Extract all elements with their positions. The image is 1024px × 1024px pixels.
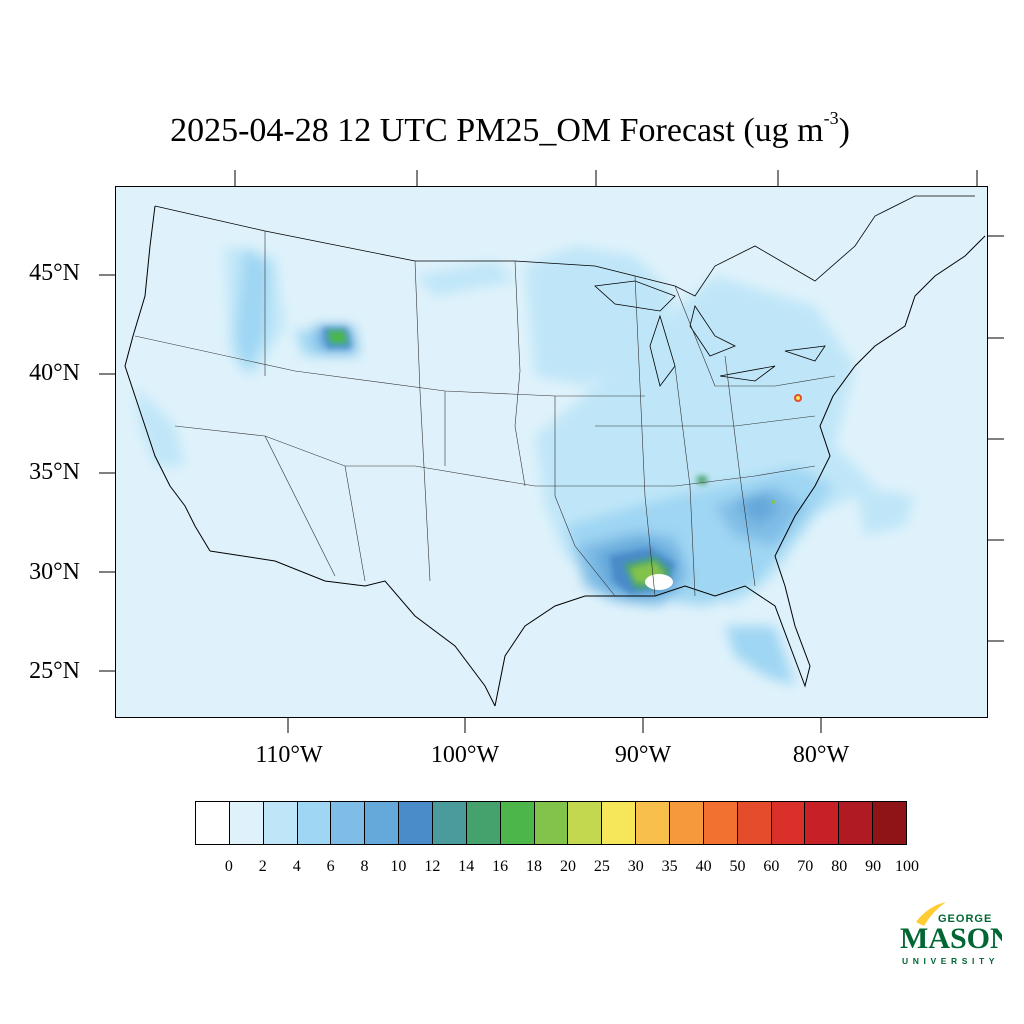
colorbar-swatch (805, 802, 840, 844)
gmu-logo: GEORGE MASON UNIVERSITY (898, 900, 1012, 968)
colorbar-swatch (229, 802, 264, 844)
colorbar-swatch (399, 802, 434, 844)
lon-label-80w: 80°W (792, 742, 850, 768)
colorbar-swatch (670, 802, 704, 844)
map-title: 2025-04-28 12 UTC PM25_OM Forecast (ug m… (0, 108, 1024, 150)
lon-label-90w: 90°W (614, 742, 672, 768)
colorbar-swatch (534, 802, 569, 844)
colorbar-label: 8 (360, 858, 369, 875)
colorbar-swatch (433, 802, 467, 844)
title-close: ) (838, 112, 850, 149)
colorbar-swatch (263, 802, 298, 844)
lat-label-40: 40°N (29, 360, 80, 386)
forecast-map (115, 186, 988, 718)
title-text: 2025-04-28 12 UTC PM25_OM Forecast (ug m (170, 112, 824, 149)
colorbar-label: 50 (729, 858, 746, 875)
colorbar-label: 60 (763, 858, 780, 875)
hotspot-marker-core (796, 396, 800, 400)
colorbar-label: 0 (224, 858, 233, 875)
colorbar-label: 35 (661, 858, 678, 875)
colorbar-swatch (839, 802, 874, 844)
colorbar-swatch (500, 802, 535, 844)
colorbar-swatch (873, 802, 907, 844)
colorbar-swatch (568, 802, 603, 844)
colorbar-label: 12 (424, 858, 441, 875)
colorbar-label: 40 (695, 858, 712, 875)
colorbar-label: 70 (797, 858, 814, 875)
colorbar-swatch (636, 802, 671, 844)
state-lines (134, 231, 836, 597)
svg-text:GEORGE: GEORGE (938, 913, 992, 925)
colorbar-swatch (331, 802, 366, 844)
title-superscript: -3 (823, 108, 839, 128)
colorbar-label: 100 (895, 858, 919, 875)
colorbar-label: 2 (258, 858, 267, 875)
lon-label-100w: 100°W (430, 742, 500, 768)
lat-label-45: 45°N (29, 260, 80, 286)
colorbar (195, 801, 907, 845)
lat-label-25: 25°N (29, 658, 80, 684)
colorbar-label: 6 (326, 858, 335, 875)
low-concentration-patch (645, 574, 673, 590)
geographic-boundaries (124, 195, 986, 707)
colorbar-label: 25 (593, 858, 610, 875)
colorbar-label: 20 (559, 858, 576, 875)
lat-label-35: 35°N (29, 459, 80, 485)
gmu-logo-mark: GEORGE MASON UNIVERSITY (900, 902, 1012, 966)
colorbar-swatch (297, 802, 332, 844)
colorbar-label: 80 (831, 858, 848, 875)
colorbar-swatch (771, 802, 806, 844)
svg-text:UNIVERSITY: UNIVERSITY (902, 956, 999, 966)
colorbar-swatch (737, 802, 772, 844)
colorbar-label: 14 (458, 858, 475, 875)
colorbar-swatch (365, 802, 400, 844)
colorbar-label: 90 (865, 858, 882, 875)
colorbar-label: 30 (627, 858, 644, 875)
lon-label-110w: 110°W (255, 742, 323, 768)
colorbar-swatch (196, 802, 230, 844)
colorbar-label: 18 (526, 858, 543, 875)
colorbar-swatch (602, 802, 637, 844)
colorbar-swatch (703, 802, 738, 844)
hotspot-marker-small (771, 500, 775, 504)
colorbar-swatch (466, 802, 501, 844)
colorbar-label: 10 (390, 858, 407, 875)
colorbar-label: 4 (292, 858, 301, 875)
svg-text:MASON: MASON (900, 922, 1002, 955)
lat-label-30: 30°N (29, 559, 80, 585)
colorbar-label: 16 (492, 858, 509, 875)
